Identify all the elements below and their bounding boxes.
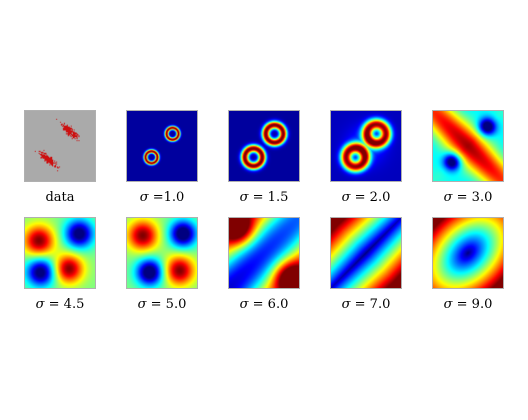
caption-text: = 3.0 — [452, 190, 493, 205]
caption-symbol: σ — [443, 297, 453, 312]
panel-sigma-9-0-image — [432, 217, 504, 289]
caption-symbol: σ — [139, 190, 149, 205]
panel-caption-sigma-6-0: σ = 6.0 — [209, 297, 319, 312]
panel-sigma-4-5: σ = 4.5 — [24, 217, 96, 312]
panel-caption-sigma-3-0: σ = 3.0 — [413, 190, 523, 205]
panel-caption-data: data — [5, 190, 115, 205]
panel-sigma-1-0: σ =1.0 — [126, 110, 198, 205]
panel-sigma-5-0-image — [126, 217, 198, 289]
panel-data-image — [24, 110, 96, 182]
panel-caption-sigma-7-0: σ = 7.0 — [311, 297, 421, 312]
caption-symbol: σ — [35, 297, 45, 312]
caption-symbol: σ — [137, 297, 147, 312]
panel-caption-sigma-9-0: σ = 9.0 — [413, 297, 523, 312]
panel-sigma-9-0: σ = 9.0 — [432, 217, 504, 312]
caption-text: = 6.0 — [248, 297, 289, 312]
panel-caption-sigma-4-5: σ = 4.5 — [5, 297, 115, 312]
caption-symbol: σ — [341, 190, 351, 205]
panel-sigma-6-0: σ = 6.0 — [228, 217, 300, 312]
caption-text: =1.0 — [148, 190, 185, 205]
panel-sigma-4-5-image — [24, 217, 96, 289]
caption-text: = 5.0 — [146, 297, 187, 312]
panel-data: data — [24, 110, 96, 205]
caption-symbol: σ — [341, 297, 351, 312]
caption-symbol: σ — [443, 190, 453, 205]
caption-text: = 7.0 — [350, 297, 391, 312]
panel-sigma-2-0-image — [330, 110, 402, 182]
caption-symbol: σ — [239, 297, 249, 312]
panel-sigma-6-0-image — [228, 217, 300, 289]
panel-sigma-3-0-image — [432, 110, 504, 182]
panel-sigma-3-0: σ = 3.0 — [432, 110, 504, 205]
panel-sigma-7-0: σ = 7.0 — [330, 217, 402, 312]
caption-text: = 4.5 — [44, 297, 85, 312]
caption-text: = 2.0 — [350, 190, 391, 205]
caption-text: = 9.0 — [452, 297, 493, 312]
panel-caption-sigma-1-0: σ =1.0 — [107, 190, 217, 205]
panel-sigma-7-0-image — [330, 217, 402, 289]
panel-sigma-1-5: σ = 1.5 — [228, 110, 300, 205]
caption-text: = 1.5 — [248, 190, 289, 205]
panel-caption-sigma-5-0: σ = 5.0 — [107, 297, 217, 312]
caption-text: data — [45, 190, 75, 205]
panel-sigma-5-0: σ = 5.0 — [126, 217, 198, 312]
panel-caption-sigma-1-5: σ = 1.5 — [209, 190, 319, 205]
panel-caption-sigma-2-0: σ = 2.0 — [311, 190, 421, 205]
panel-sigma-1-5-image — [228, 110, 300, 182]
panel-sigma-2-0: σ = 2.0 — [330, 110, 402, 205]
panel-sigma-1-0-image — [126, 110, 198, 182]
caption-symbol: σ — [239, 190, 249, 205]
